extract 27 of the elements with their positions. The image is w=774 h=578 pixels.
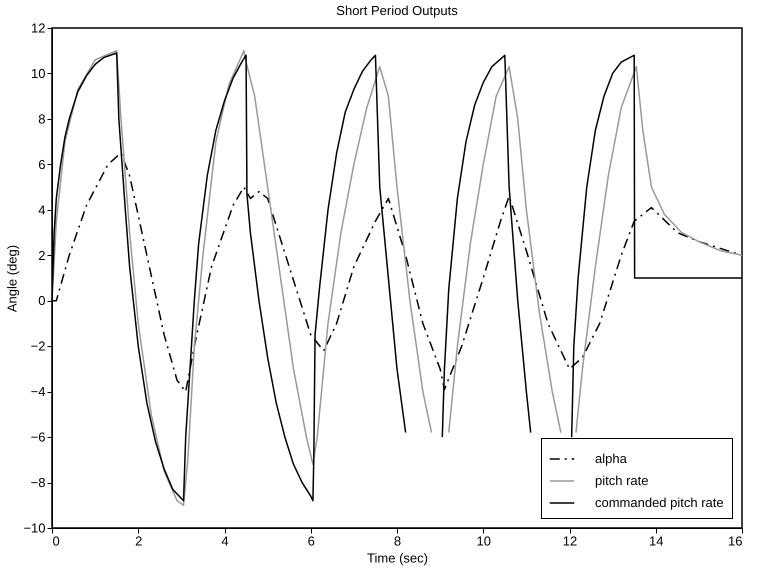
x-tick-label: 16 [728,534,742,548]
legend-label: pitch rate [595,473,648,488]
x-tick-label: 0 [52,534,60,548]
x-tick-label: 14 [649,534,664,548]
x-tick-label: 6 [308,534,315,548]
y-axis-title: Angle (deg) [4,244,20,312]
y-tick-label: 10 [31,66,46,81]
x-tick-label: 4 [221,534,229,548]
y-tick-label: 0 [38,293,46,308]
y-tick-label: 4 [38,202,46,218]
y-tick-label: 12 [31,20,46,36]
y-tick-label: 2 [38,248,46,263]
x-tick-label: 8 [394,534,402,548]
y-tick-label: −4 [30,384,46,400]
x-axis-title: Time (sec) [367,550,428,566]
legend-label: commanded pitch rate [595,495,724,510]
x-tick-label: 2 [135,534,142,548]
y-tick-label: −2 [30,338,46,354]
y-tick-label: 6 [38,156,46,172]
chart-title: Short Period Outputs [336,3,458,18]
legend-label: alpha [595,451,628,466]
x-tick-label: 10 [476,534,491,548]
y-tick-label: −10 [23,520,46,536]
y-tick-label: −8 [30,475,46,490]
y-tick-label: −6 [30,430,46,445]
y-tick-label: 8 [38,111,46,126]
x-tick-label: 12 [562,534,578,548]
